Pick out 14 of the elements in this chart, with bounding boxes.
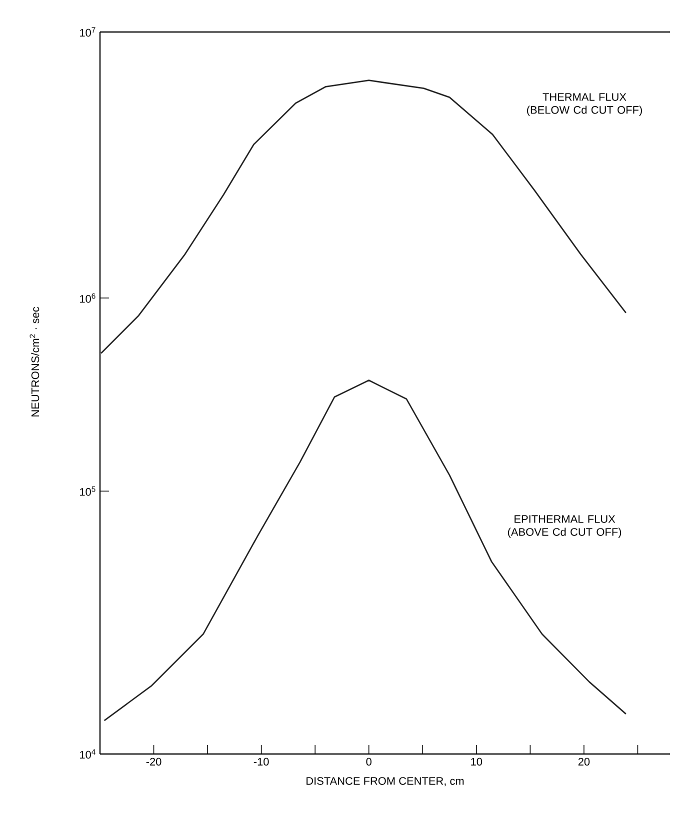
x-tick-label: -20 — [146, 758, 162, 766]
x-tick-label: 10 — [471, 758, 482, 766]
x-tick-label: 20 — [578, 758, 590, 766]
x-tick-label: 0 — [366, 758, 372, 766]
y-tick-label: 10$^{4}$ — [80, 749, 96, 759]
x-tick-label: -10 — [254, 758, 269, 766]
x-axis-title: DISTANCE FROM CENTER, cm — [306, 777, 464, 786]
y-axis-title: NEUTRONS/cm$^{2}$ · sec — [30, 306, 40, 416]
annotation: EPITHERMAL FLUX (ABOVE Cd CUT OFF) — [508, 515, 622, 538]
line-series — [104, 380, 627, 722]
y-tick-label: 10$^{6}$ — [80, 293, 96, 303]
annotation: THERMAL FLUX (BELOW Cd CUT OFF) — [527, 93, 642, 116]
y-tick-label: 10$^{5}$ — [80, 486, 96, 496]
y-tick-label: 10$^{7}$ — [80, 27, 96, 37]
